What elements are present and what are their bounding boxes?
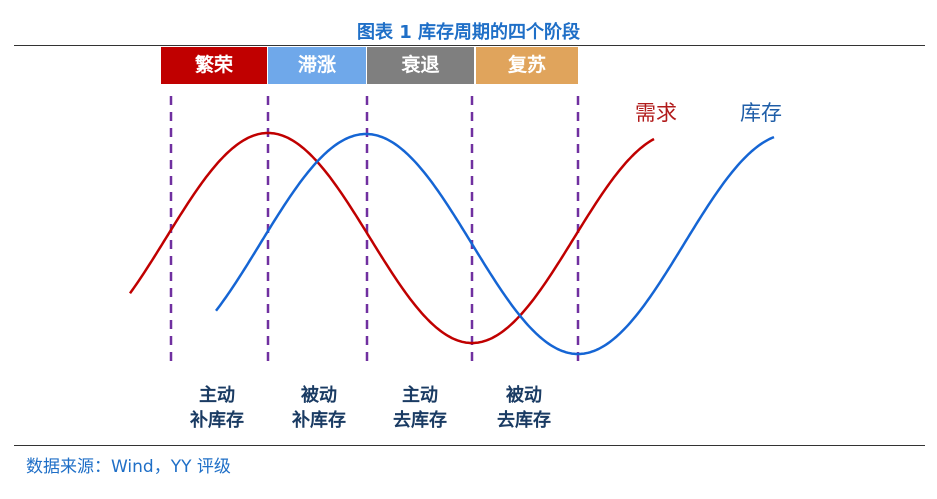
strategy-line2: 补库存	[190, 410, 244, 431]
strategy-line2: 去库存	[393, 410, 447, 431]
chart-title: 图表 1 库存周期的四个阶段	[356, 22, 581, 43]
strategy-active-destock: 主动 去库存	[370, 383, 470, 433]
strategy-line1: 被动	[301, 385, 337, 406]
strategy-line1: 被动	[506, 385, 542, 406]
inventory-curve	[215, 132, 775, 356]
phase-stagflation: 滞涨	[268, 47, 366, 84]
source-note: 数据来源：Wind，YY 评级	[26, 457, 231, 477]
phase-recovery: 复苏	[476, 47, 578, 84]
strategy-passive-destock: 被动 去库存	[474, 383, 574, 433]
legend-inventory: 库存	[740, 101, 782, 125]
strategy-active-restock: 主动 补库存	[167, 383, 267, 433]
phase-dividers	[169, 96, 580, 366]
bottom-rule	[14, 445, 925, 446]
strategy-line1: 主动	[402, 385, 438, 406]
strategy-line1: 主动	[199, 385, 235, 406]
strategy-line2: 补库存	[292, 410, 346, 431]
strategy-line2: 去库存	[497, 410, 551, 431]
phase-recession: 衰退	[367, 47, 474, 84]
top-rule	[14, 45, 925, 46]
demand-curve	[128, 131, 655, 345]
strategy-passive-restock: 被动 补库存	[269, 383, 369, 433]
phase-boom: 繁荣	[161, 47, 267, 84]
legend-demand: 需求	[635, 101, 677, 125]
